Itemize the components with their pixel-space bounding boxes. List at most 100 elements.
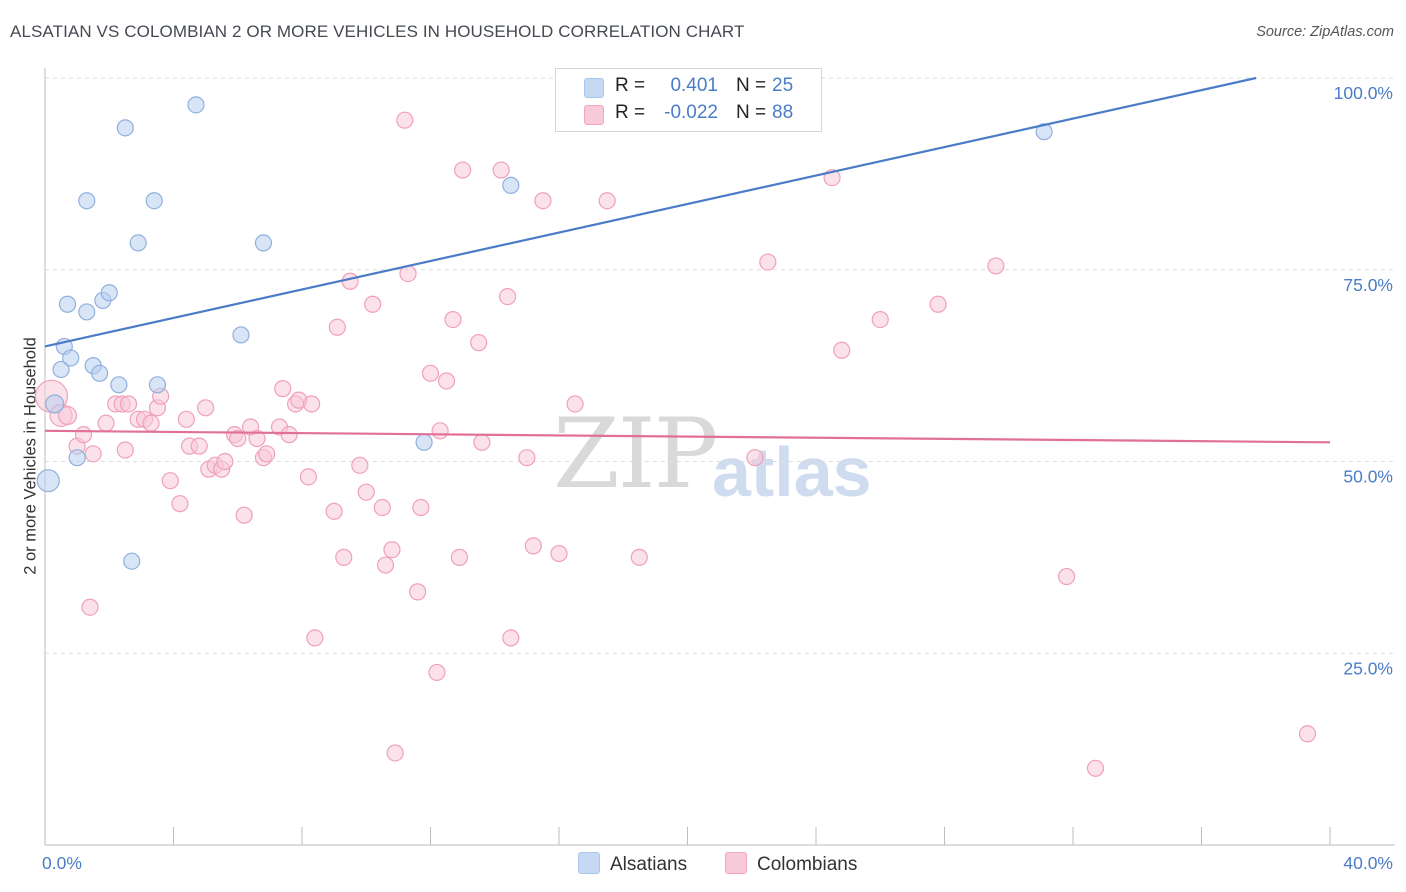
colombians-point	[431, 422, 449, 440]
alsatians-point	[148, 376, 167, 394]
alsatians-legend-swatch	[578, 852, 600, 874]
colombians-point	[258, 445, 276, 463]
colombians-point	[299, 468, 318, 486]
grid-lines	[45, 77, 1395, 654]
n-value: 88	[772, 102, 794, 123]
alsatians-legend-label: Alsatians	[610, 854, 688, 875]
r-label: R =	[615, 75, 646, 96]
colombians-point	[746, 449, 764, 467]
alsatians-point	[1035, 123, 1053, 141]
colombians-point	[598, 192, 616, 210]
colombians-point	[518, 449, 536, 467]
colombians-point	[81, 598, 99, 616]
alsatians-point	[232, 326, 250, 344]
colombians-point	[470, 334, 488, 352]
colombians-swatch	[584, 105, 604, 125]
colombians-point	[119, 395, 138, 413]
colombians-point	[248, 429, 266, 448]
colombians-legend-label: Colombians	[757, 854, 858, 875]
colombians-point	[190, 437, 208, 455]
colombians-point	[833, 341, 851, 359]
colombians-point	[142, 414, 160, 432]
y-tick-label: 75.0%	[1343, 275, 1393, 295]
alsatians-point	[116, 119, 134, 137]
alsatians-trend-line	[44, 76, 1257, 348]
n-label: N =	[736, 102, 767, 123]
alsatians-point	[68, 449, 86, 467]
series-colombians	[34, 111, 1317, 777]
colombians-point	[116, 441, 134, 459]
colombians-point	[341, 272, 359, 290]
colombians-point	[229, 429, 247, 448]
colombians-point	[84, 445, 102, 463]
legend-row-alsatians: R = 0.401 N = 25	[556, 73, 821, 101]
r-value: -0.022	[664, 102, 718, 123]
colombians-point	[428, 663, 446, 682]
correlation-legend: R = 0.401 N = 25 R = -0.022 N = 88	[555, 68, 822, 132]
colombians-point	[335, 548, 353, 566]
colombians-point	[550, 544, 568, 563]
colombians-point	[306, 629, 324, 647]
alsatians-point	[62, 349, 80, 367]
alsatians-point	[100, 284, 118, 302]
alsatians-point	[78, 303, 96, 321]
colombians-point	[929, 295, 947, 313]
alsatians-point	[36, 469, 60, 493]
alsatians-point	[254, 234, 273, 252]
colombians-point	[328, 318, 346, 336]
colombians-legend-swatch	[725, 852, 747, 874]
r-value: 0.401	[670, 75, 718, 96]
colombians-point	[444, 311, 462, 329]
colombians-point	[303, 395, 321, 413]
colombians-point	[871, 311, 889, 329]
colombians-point	[1057, 567, 1076, 586]
colombians-point	[566, 395, 584, 413]
colombians-point	[759, 253, 777, 271]
colombians-point	[502, 629, 520, 647]
colombians-point	[364, 295, 382, 313]
legend-item-colombians[interactable]: Colombians	[725, 852, 857, 876]
colombians-point	[325, 502, 343, 520]
colombians-point	[534, 192, 552, 210]
legend-row-colombians: R = -0.022 N = 88	[556, 100, 821, 128]
colombians-point	[450, 548, 469, 566]
legend-item-alsatians[interactable]: Alsatians	[578, 852, 687, 876]
colombians-point	[630, 548, 648, 566]
colombians-point	[437, 372, 456, 390]
colombians-point	[171, 495, 189, 513]
series-alsatians	[36, 96, 1053, 570]
alsatians-swatch	[584, 78, 604, 98]
alsatians-point	[502, 176, 520, 194]
colombians-point	[454, 161, 472, 179]
colombians-trend-line	[44, 429, 1331, 444]
colombians-point	[197, 399, 215, 417]
colombians-point	[357, 483, 375, 501]
colombians-point	[373, 498, 391, 517]
colombians-point	[412, 498, 430, 517]
trend-lines	[44, 76, 1331, 444]
colombians-point	[74, 426, 93, 444]
colombians-point	[97, 414, 115, 432]
colombians-point	[274, 380, 292, 398]
alsatians-point	[415, 433, 433, 451]
alsatians-point	[58, 295, 77, 313]
n-label: N =	[736, 75, 767, 96]
colombians-point	[499, 287, 517, 306]
colombians-point	[383, 541, 401, 559]
alsatians-point	[91, 364, 109, 382]
colombians-point	[235, 506, 253, 524]
alsatians-point	[52, 360, 70, 379]
axes	[44, 68, 1395, 846]
watermark-zip: ZIP	[553, 398, 718, 510]
colombians-point	[421, 364, 440, 382]
y-tick-label: 50.0%	[1343, 467, 1393, 487]
colombians-point	[524, 537, 542, 555]
alsatians-point	[187, 96, 205, 114]
chart-title: ALSATIAN VS COLOMBIAN 2 OR MORE VEHICLES…	[10, 22, 745, 41]
x-tick-label: 0.0%	[42, 853, 82, 873]
colombians-point	[1298, 725, 1317, 743]
y-tick-label: 25.0%	[1343, 658, 1393, 678]
alsatians-point	[45, 394, 65, 414]
colombians-point	[386, 744, 404, 762]
